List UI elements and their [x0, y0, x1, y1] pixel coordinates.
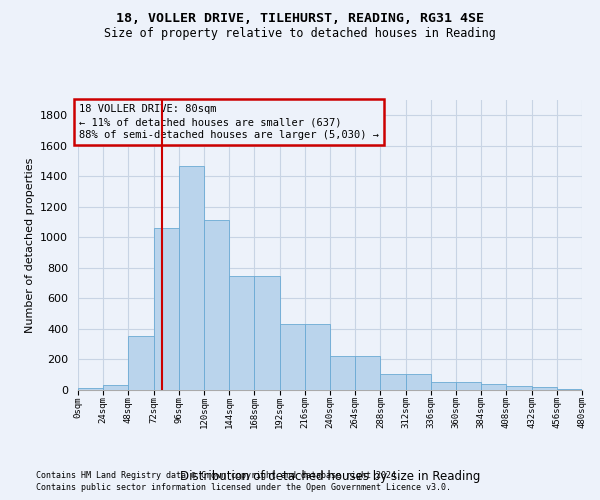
Text: 18 VOLLER DRIVE: 80sqm
← 11% of detached houses are smaller (637)
88% of semi-de: 18 VOLLER DRIVE: 80sqm ← 11% of detached…: [79, 104, 379, 140]
Bar: [179, 166, 204, 390]
Bar: [481, 384, 506, 390]
Bar: [154, 228, 179, 390]
Bar: [406, 374, 431, 390]
Text: 18, VOLLER DRIVE, TILEHURST, READING, RG31 4SE: 18, VOLLER DRIVE, TILEHURST, READING, RG…: [116, 12, 484, 26]
Text: Size of property relative to detached houses in Reading: Size of property relative to detached ho…: [104, 28, 496, 40]
Bar: [229, 276, 254, 390]
Bar: [204, 220, 229, 390]
Y-axis label: Number of detached properties: Number of detached properties: [25, 158, 35, 332]
Bar: [78, 388, 103, 390]
Bar: [330, 356, 355, 390]
Bar: [128, 336, 154, 390]
Bar: [557, 389, 582, 390]
Bar: [355, 356, 380, 390]
Bar: [254, 276, 280, 390]
Bar: [506, 386, 532, 390]
Text: Contains HM Land Registry data © Crown copyright and database right 2024.: Contains HM Land Registry data © Crown c…: [36, 471, 401, 480]
Bar: [103, 384, 128, 390]
Bar: [456, 382, 481, 390]
Bar: [280, 324, 305, 390]
Bar: [532, 388, 557, 390]
X-axis label: Distribution of detached houses by size in Reading: Distribution of detached houses by size …: [180, 470, 480, 483]
Text: Contains public sector information licensed under the Open Government Licence v3: Contains public sector information licen…: [36, 484, 451, 492]
Bar: [431, 382, 456, 390]
Bar: [380, 374, 406, 390]
Bar: [305, 324, 330, 390]
